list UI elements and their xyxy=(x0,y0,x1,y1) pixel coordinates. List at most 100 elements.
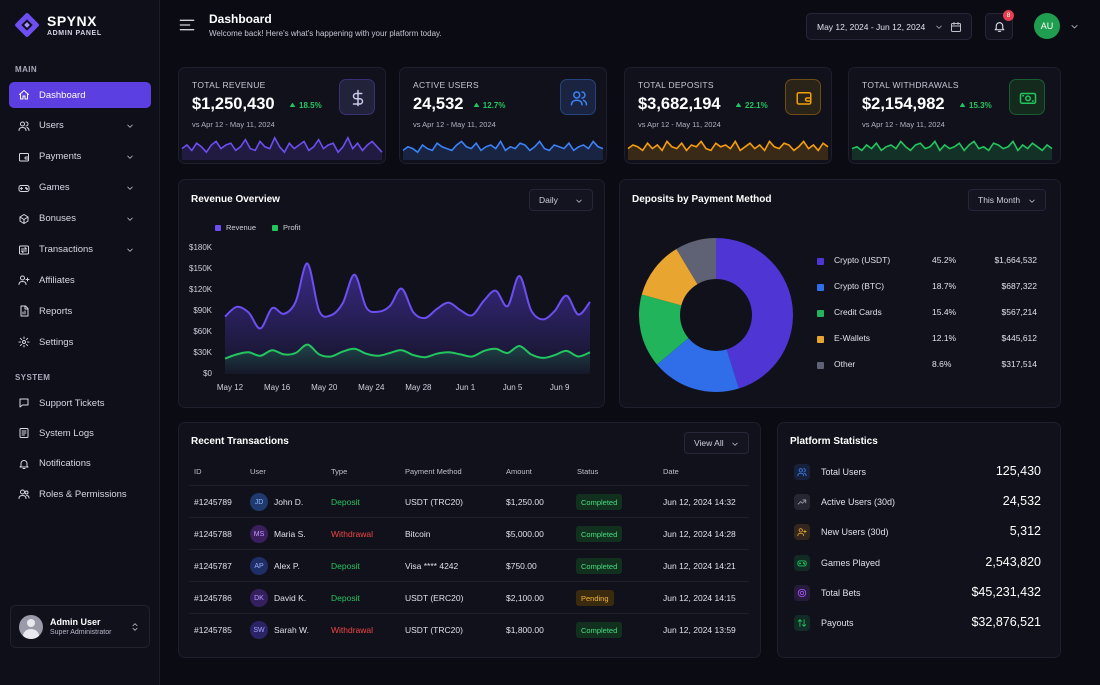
user-avatar: JD xyxy=(250,493,268,511)
user-name: Admin User xyxy=(50,617,101,627)
exchange-icon xyxy=(18,244,30,256)
sidebar-item-roles-permissions[interactable]: Roles & Permissions xyxy=(9,481,151,507)
stat-label: Payouts xyxy=(821,618,854,628)
file-chart-icon xyxy=(18,305,30,317)
sidebar-item-label: Reports xyxy=(39,305,73,317)
chevrons-updown-icon[interactable] xyxy=(130,622,140,632)
header-avatar[interactable]: AU xyxy=(1034,13,1060,39)
kpi-change: 18.5% xyxy=(289,101,322,110)
kpi-card-3[interactable]: TOTAL WITHDRAWALS $2,154,982 15.3% vs Ap… xyxy=(848,67,1061,164)
column-header: User xyxy=(250,467,266,476)
sidebar-item-payments[interactable]: Payments xyxy=(9,144,151,170)
kpi-period: vs Apr 12 - May 11, 2024 xyxy=(638,120,721,129)
sparkline-area xyxy=(852,141,1052,160)
sidebar-item-settings[interactable]: Settings xyxy=(9,329,151,355)
x-tick-label: May 16 xyxy=(263,383,291,392)
method-percent: 45.2% xyxy=(932,255,957,265)
gamepad-icon xyxy=(797,558,807,568)
chevron-down-icon[interactable] xyxy=(1070,22,1079,31)
y-tick-label: $90K xyxy=(193,306,212,315)
kpi-change-value: 18.5% xyxy=(299,101,322,110)
transactions-title: Recent Transactions xyxy=(191,436,289,447)
sidebar-item-reports[interactable]: Reports xyxy=(9,298,151,324)
sidebar-item-bonuses[interactable]: Bonuses xyxy=(9,206,151,232)
kpi-change: 22.1% xyxy=(735,101,768,110)
date-range-picker[interactable]: May 12, 2024 - Jun 12, 2024 xyxy=(806,13,972,40)
sidebar-item-affiliates[interactable]: Affiliates xyxy=(9,267,151,293)
sidebar-item-transactions[interactable]: Transactions xyxy=(9,237,151,263)
donut-slice-2[interactable] xyxy=(639,294,689,365)
sidebar-item-games[interactable]: Games xyxy=(9,175,151,201)
kpi-label: TOTAL DEPOSITS xyxy=(638,80,714,90)
sparkline-line xyxy=(851,140,1053,152)
tx-method: USDT (TRC20) xyxy=(405,497,463,507)
stat-row: Payouts $32,876,521 xyxy=(792,608,1042,638)
y-tick-label: $150K xyxy=(189,264,213,273)
sidebar-item-dashboard[interactable]: Dashboard xyxy=(9,82,151,108)
chevron-down-icon xyxy=(935,23,943,31)
stat-row: Active Users (30d) 24,532 xyxy=(792,487,1042,517)
table-row[interactable]: #1245786 DK David K. Deposit USDT (ERC20… xyxy=(189,581,749,613)
method-amount: $687,322 xyxy=(1001,281,1037,291)
kpi-change-value: 15.3% xyxy=(969,101,992,110)
table-row[interactable]: #1245789 JD John D. Deposit USDT (TRC20)… xyxy=(189,485,749,517)
table-row[interactable]: #1245787 AP Alex P. Deposit Visa **** 42… xyxy=(189,549,749,581)
kpi-icon-box xyxy=(339,79,375,115)
series-area-revenue xyxy=(225,263,590,374)
status-badge: Completed xyxy=(576,494,623,510)
user-avatar: AP xyxy=(250,557,268,575)
stat-label: Total Users xyxy=(821,467,867,477)
kpi-card-2[interactable]: TOTAL DEPOSITS $3,682,194 22.1% vs Apr 1… xyxy=(624,67,832,164)
revenue-period-select[interactable]: Daily xyxy=(529,189,593,211)
stat-row: Games Played 2,543,820 xyxy=(792,548,1042,578)
tx-method: USDT (ERC20) xyxy=(405,593,464,603)
status-badge: Completed xyxy=(576,558,623,574)
stat-icon-box xyxy=(794,524,810,541)
brand[interactable]: SPYNX ADMIN PANEL xyxy=(14,12,102,38)
legend-profit-label: Profit xyxy=(283,223,301,232)
tx-id: #1245787 xyxy=(194,561,232,571)
kpi-card-1[interactable]: ACTIVE USERS 24,532 12.7% vs Apr 12 - Ma… xyxy=(399,67,607,164)
bell-icon xyxy=(993,20,1006,33)
user-plus-icon xyxy=(797,527,807,537)
table-row[interactable]: #1245788 MS Maria S. Withdrawal Bitcoin … xyxy=(189,517,749,549)
series-line-revenue xyxy=(224,262,591,330)
deposits-period-select[interactable]: This Month xyxy=(968,189,1046,211)
tx-type: Deposit xyxy=(331,593,360,603)
tx-date: Jun 12, 2024 13:59 xyxy=(663,625,736,635)
cash-icon xyxy=(1019,89,1037,107)
method-name: E-Wallets xyxy=(834,333,871,343)
legend-row: Crypto (USDT) 45.2% $1,664,532 xyxy=(817,255,1037,269)
donut-slice-1[interactable] xyxy=(656,338,739,392)
stat-value: 125,430 xyxy=(995,464,1041,478)
sidebar-item-label: Users xyxy=(39,120,64,132)
chat-icon xyxy=(18,397,30,409)
tx-method: Visa **** 4242 xyxy=(405,561,459,571)
sidebar-item-users[interactable]: Users xyxy=(9,113,151,139)
sidebar-item-label: Settings xyxy=(39,336,74,348)
view-all-button[interactable]: View All xyxy=(684,432,749,454)
method-amount: $1,664,532 xyxy=(994,255,1037,265)
revenue-period-value: Daily xyxy=(539,195,558,205)
sidebar-item-system-logs[interactable]: System Logs xyxy=(9,420,151,446)
sidebar-item-notifications[interactable]: Notifications xyxy=(9,451,151,477)
chevron-down-icon xyxy=(126,215,134,223)
dollar-icon xyxy=(349,89,367,107)
donut-slice-3[interactable] xyxy=(641,248,698,306)
tx-type: Deposit xyxy=(331,561,360,571)
stat-row: Total Users 125,430 xyxy=(792,457,1042,487)
sidebar-item-label: Dashboard xyxy=(39,89,86,101)
home-icon xyxy=(18,89,30,101)
sidebar-item-support-tickets[interactable]: Support Tickets xyxy=(9,390,151,416)
chevron-down-icon xyxy=(1028,197,1036,205)
stat-value: 24,532 xyxy=(1002,494,1041,509)
sidebar-item-label: System Logs xyxy=(39,427,94,439)
transactions-card xyxy=(178,422,761,658)
user-card[interactable]: Admin User Super Administrator xyxy=(10,605,150,648)
donut-slice-4[interactable] xyxy=(676,238,716,285)
kpi-card-0[interactable]: TOTAL REVENUE $1,250,430 18.5% vs Apr 12… xyxy=(178,67,386,164)
menu-icon[interactable] xyxy=(179,18,195,32)
column-header: Payment Method xyxy=(405,467,462,476)
donut-slice-0[interactable] xyxy=(716,238,793,389)
table-row[interactable]: #1245785 SW Sarah W. Withdrawal USDT (TR… xyxy=(189,613,749,645)
